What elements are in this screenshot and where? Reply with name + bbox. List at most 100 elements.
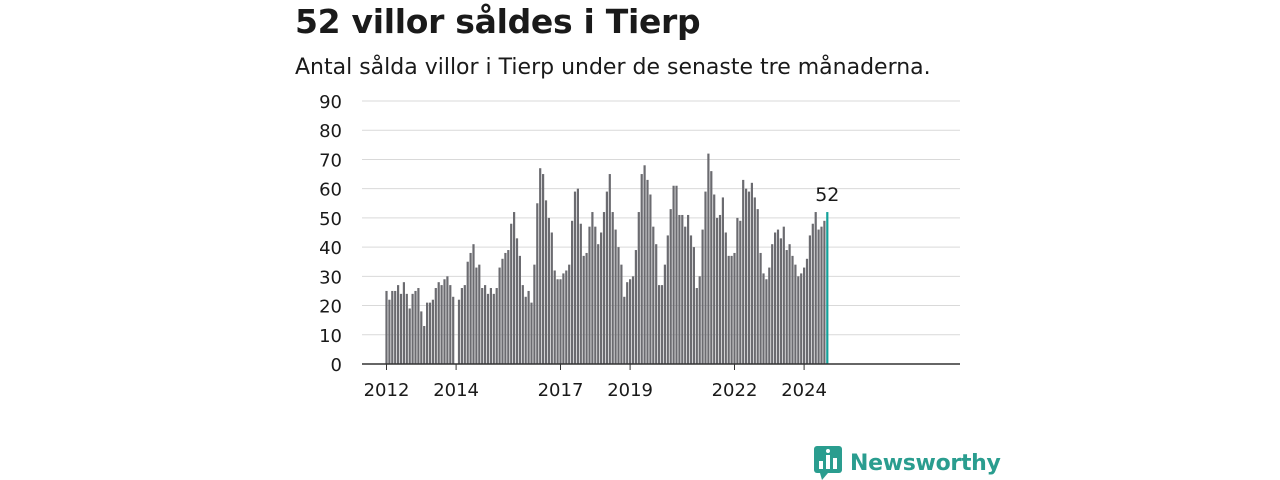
bar — [457, 299, 461, 364]
bar — [513, 212, 516, 364]
bar — [423, 326, 426, 364]
bar — [811, 223, 814, 364]
chart-badge-icon — [814, 446, 842, 480]
bar — [408, 308, 411, 364]
grid-layer — [362, 100, 960, 336]
bar — [492, 293, 495, 364]
bar — [643, 165, 646, 364]
bar — [617, 247, 620, 364]
bar — [559, 279, 562, 364]
bar — [426, 302, 429, 364]
bar — [585, 252, 588, 364]
bar — [687, 214, 690, 364]
bar — [768, 267, 771, 364]
bar — [394, 290, 397, 364]
bar — [556, 279, 559, 364]
bar — [716, 217, 719, 364]
bar — [623, 296, 626, 364]
bar — [626, 282, 629, 364]
bar — [762, 273, 765, 364]
bar — [550, 232, 553, 364]
bar — [797, 276, 800, 364]
y-tick-label: 20 — [319, 297, 342, 318]
bar — [646, 179, 649, 364]
page-subtitle: Antal sålda villor i Tierp under de sena… — [295, 55, 931, 80]
bar — [527, 290, 530, 364]
bar — [727, 255, 730, 364]
bar — [779, 238, 782, 364]
bar — [397, 285, 400, 364]
bar — [649, 194, 652, 364]
bar — [504, 252, 507, 364]
bar — [501, 258, 504, 364]
bar — [794, 264, 797, 364]
bar — [608, 174, 611, 364]
bar — [739, 220, 742, 364]
bar — [756, 209, 759, 364]
bar — [742, 179, 745, 364]
bar — [658, 285, 661, 364]
bar — [707, 153, 710, 364]
bar — [533, 264, 536, 364]
bar — [481, 288, 484, 364]
bar — [692, 247, 695, 364]
y-tick-label: 10 — [319, 326, 342, 347]
bar — [568, 264, 571, 364]
bar — [591, 212, 594, 364]
bar — [460, 288, 463, 364]
bar — [637, 212, 640, 364]
bar — [689, 235, 693, 364]
bar — [695, 288, 698, 364]
bar — [701, 229, 704, 364]
bar — [629, 279, 632, 364]
bar — [634, 250, 637, 364]
bar — [530, 302, 533, 364]
bar — [391, 290, 394, 364]
bar — [602, 212, 606, 364]
bar — [724, 232, 727, 364]
bar-series — [385, 153, 829, 364]
bar — [771, 244, 774, 364]
bar — [489, 288, 492, 364]
bar — [620, 264, 623, 364]
bar — [542, 174, 545, 364]
bar — [431, 299, 434, 364]
bar — [600, 232, 603, 364]
bar — [814, 212, 817, 364]
bar — [507, 250, 510, 364]
y-tick-label: 90 — [319, 92, 342, 113]
bar — [521, 285, 524, 364]
bar — [614, 229, 617, 364]
bar — [472, 244, 475, 364]
bar — [420, 311, 423, 364]
y-tick-label: 70 — [319, 150, 342, 171]
bar — [536, 203, 539, 364]
bar — [588, 226, 591, 364]
bar — [582, 255, 585, 364]
bar — [405, 293, 408, 364]
bar — [452, 296, 455, 364]
y-tick-label: 0 — [331, 355, 342, 376]
bar — [547, 217, 550, 364]
bar — [718, 214, 722, 364]
bar — [631, 276, 635, 364]
bar — [672, 185, 675, 364]
bar — [565, 270, 568, 364]
x-tick-label: 2024 — [781, 380, 827, 401]
bar — [669, 209, 672, 364]
brand-logo: Newsworthy — [814, 446, 1001, 480]
bar — [498, 267, 501, 364]
bar — [463, 285, 466, 364]
bar — [774, 232, 777, 364]
bar — [562, 273, 565, 364]
bar — [655, 244, 658, 364]
bar — [611, 212, 614, 364]
bar — [666, 235, 669, 364]
bar — [594, 226, 597, 364]
bar — [605, 191, 608, 364]
y-tick-label: 40 — [319, 238, 342, 259]
bar — [402, 282, 405, 364]
bar — [449, 285, 452, 364]
bar — [417, 288, 420, 364]
